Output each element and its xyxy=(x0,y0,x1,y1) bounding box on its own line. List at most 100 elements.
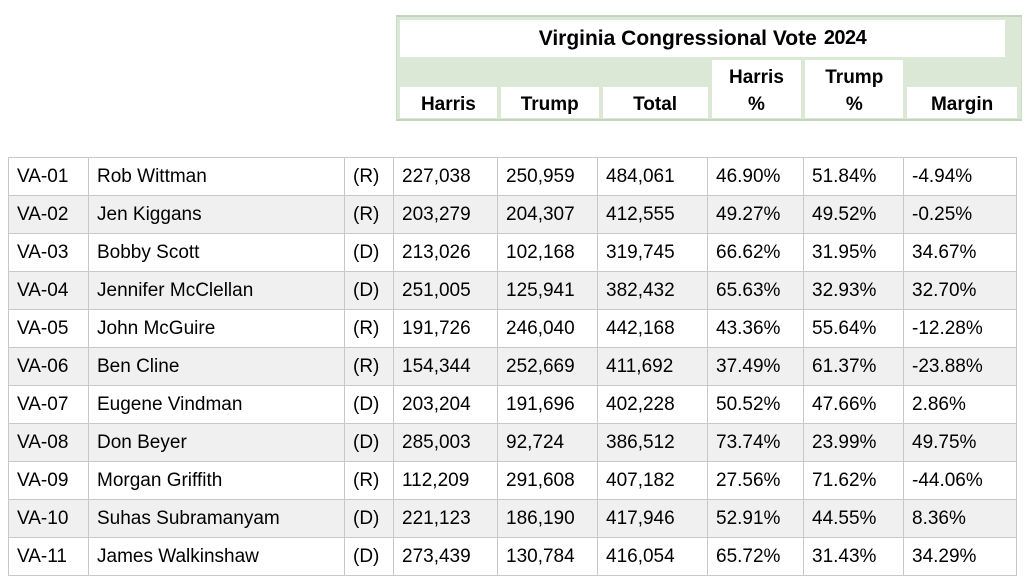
cell-party[interactable]: (R) xyxy=(344,195,394,234)
cell-trump-votes[interactable]: 252,669 xyxy=(497,347,598,386)
cell-margin[interactable]: 34.29% xyxy=(903,537,1017,576)
cell-trump-percent[interactable]: 49.52% xyxy=(803,195,904,234)
cell-margin[interactable]: -23.88% xyxy=(903,347,1017,386)
cell-margin[interactable]: 34.67% xyxy=(903,233,1017,272)
cell-candidate-name[interactable]: Rob Wittman xyxy=(88,157,345,196)
cell-party[interactable]: (D) xyxy=(344,499,394,538)
cell-total-votes[interactable]: 407,182 xyxy=(597,461,708,500)
cell-district[interactable]: VA-01 xyxy=(8,157,89,196)
cell-trump-percent[interactable]: 61.37% xyxy=(803,347,904,386)
cell-candidate-name[interactable]: James Walkinshaw xyxy=(88,537,345,576)
cell-total-votes[interactable]: 411,692 xyxy=(597,347,708,386)
cell-trump-percent[interactable]: 31.95% xyxy=(803,233,904,272)
cell-district[interactable]: VA-07 xyxy=(8,385,89,424)
cell-harris-percent[interactable]: 66.62% xyxy=(707,233,804,272)
cell-total-votes[interactable]: 417,946 xyxy=(597,499,708,538)
col-header-harris[interactable]: Harris xyxy=(400,87,497,118)
cell-harris-percent[interactable]: 46.90% xyxy=(707,157,804,196)
cell-trump-percent[interactable]: 47.66% xyxy=(803,385,904,424)
cell-party[interactable]: (D) xyxy=(344,233,394,272)
col-header-trump-pct[interactable]: Trump % xyxy=(805,60,904,118)
cell-total-votes[interactable]: 382,432 xyxy=(597,271,708,310)
cell-party[interactable]: (R) xyxy=(344,347,394,386)
cell-harris-percent[interactable]: 37.49% xyxy=(707,347,804,386)
cell-total-votes[interactable]: 484,061 xyxy=(597,157,708,196)
cell-harris-percent[interactable]: 65.72% xyxy=(707,537,804,576)
cell-total-votes[interactable]: 386,512 xyxy=(597,423,708,462)
cell-margin[interactable]: 32.70% xyxy=(903,271,1017,310)
cell-candidate-name[interactable]: Bobby Scott xyxy=(88,233,345,272)
cell-harris-votes[interactable]: 213,026 xyxy=(393,233,498,272)
col-header-trump[interactable]: Trump xyxy=(500,87,599,118)
cell-harris-percent[interactable]: 73.74% xyxy=(707,423,804,462)
cell-trump-votes[interactable]: 250,959 xyxy=(497,157,598,196)
cell-candidate-name[interactable]: Ben Cline xyxy=(88,347,345,386)
cell-trump-votes[interactable]: 246,040 xyxy=(497,309,598,348)
cell-candidate-name[interactable]: Jen Kiggans xyxy=(88,195,345,234)
cell-trump-percent[interactable]: 44.55% xyxy=(803,499,904,538)
cell-district[interactable]: VA-11 xyxy=(8,537,89,576)
cell-district[interactable]: VA-10 xyxy=(8,499,89,538)
cell-candidate-name[interactable]: Morgan Griffith xyxy=(88,461,345,500)
col-header-harris-pct[interactable]: Harris % xyxy=(711,60,802,118)
cell-total-votes[interactable]: 402,228 xyxy=(597,385,708,424)
cell-harris-votes[interactable]: 154,344 xyxy=(393,347,498,386)
cell-district[interactable]: VA-02 xyxy=(8,195,89,234)
cell-trump-percent[interactable]: 55.64% xyxy=(803,309,904,348)
cell-harris-votes[interactable]: 251,005 xyxy=(393,271,498,310)
cell-trump-votes[interactable]: 204,307 xyxy=(497,195,598,234)
cell-party[interactable]: (D) xyxy=(344,271,394,310)
cell-party[interactable]: (R) xyxy=(344,157,394,196)
cell-margin[interactable]: -0.25% xyxy=(903,195,1017,234)
cell-candidate-name[interactable]: Don Beyer xyxy=(88,423,345,462)
cell-harris-percent[interactable]: 27.56% xyxy=(707,461,804,500)
cell-harris-percent[interactable]: 52.91% xyxy=(707,499,804,538)
cell-harris-votes[interactable]: 112,209 xyxy=(393,461,498,500)
cell-trump-votes[interactable]: 92,724 xyxy=(497,423,598,462)
cell-trump-votes[interactable]: 191,696 xyxy=(497,385,598,424)
cell-trump-percent[interactable]: 32.93% xyxy=(803,271,904,310)
col-header-margin[interactable]: Margin xyxy=(907,87,1018,118)
cell-trump-percent[interactable]: 51.84% xyxy=(803,157,904,196)
cell-candidate-name[interactable]: John McGuire xyxy=(88,309,345,348)
cell-district[interactable]: VA-06 xyxy=(8,347,89,386)
cell-party[interactable]: (D) xyxy=(344,423,394,462)
cell-trump-votes[interactable]: 125,941 xyxy=(497,271,598,310)
cell-district[interactable]: VA-05 xyxy=(8,309,89,348)
table-title-cell[interactable]: Virginia Congressional Vote 2024 xyxy=(400,20,1005,57)
cell-margin[interactable]: 49.75% xyxy=(903,423,1017,462)
cell-harris-votes[interactable]: 273,439 xyxy=(393,537,498,576)
cell-total-votes[interactable]: 442,168 xyxy=(597,309,708,348)
cell-harris-percent[interactable]: 50.52% xyxy=(707,385,804,424)
cell-total-votes[interactable]: 319,745 xyxy=(597,233,708,272)
cell-candidate-name[interactable]: Suhas Subramanyam xyxy=(88,499,345,538)
cell-margin[interactable]: -4.94% xyxy=(903,157,1017,196)
cell-harris-votes[interactable]: 221,123 xyxy=(393,499,498,538)
cell-trump-percent[interactable]: 31.43% xyxy=(803,537,904,576)
cell-trump-percent[interactable]: 23.99% xyxy=(803,423,904,462)
cell-party[interactable]: (D) xyxy=(344,385,394,424)
cell-party[interactable]: (R) xyxy=(344,309,394,348)
cell-district[interactable]: VA-04 xyxy=(8,271,89,310)
cell-margin[interactable]: -12.28% xyxy=(903,309,1017,348)
cell-district[interactable]: VA-09 xyxy=(8,461,89,500)
cell-candidate-name[interactable]: Eugene Vindman xyxy=(88,385,345,424)
cell-trump-votes[interactable]: 186,190 xyxy=(497,499,598,538)
cell-harris-votes[interactable]: 191,726 xyxy=(393,309,498,348)
cell-harris-votes[interactable]: 227,038 xyxy=(393,157,498,196)
cell-harris-percent[interactable]: 49.27% xyxy=(707,195,804,234)
cell-candidate-name[interactable]: Jennifer McClellan xyxy=(88,271,345,310)
cell-trump-votes[interactable]: 102,168 xyxy=(497,233,598,272)
cell-harris-votes[interactable]: 203,204 xyxy=(393,385,498,424)
cell-harris-percent[interactable]: 65.63% xyxy=(707,271,804,310)
cell-harris-votes[interactable]: 285,003 xyxy=(393,423,498,462)
cell-district[interactable]: VA-08 xyxy=(8,423,89,462)
cell-margin[interactable]: -44.06% xyxy=(903,461,1017,500)
cell-district[interactable]: VA-03 xyxy=(8,233,89,272)
cell-party[interactable]: (R) xyxy=(344,461,394,500)
cell-total-votes[interactable]: 412,555 xyxy=(597,195,708,234)
cell-harris-percent[interactable]: 43.36% xyxy=(707,309,804,348)
cell-total-votes[interactable]: 416,054 xyxy=(597,537,708,576)
col-header-total[interactable]: Total xyxy=(602,87,708,118)
cell-margin[interactable]: 2.86% xyxy=(903,385,1017,424)
